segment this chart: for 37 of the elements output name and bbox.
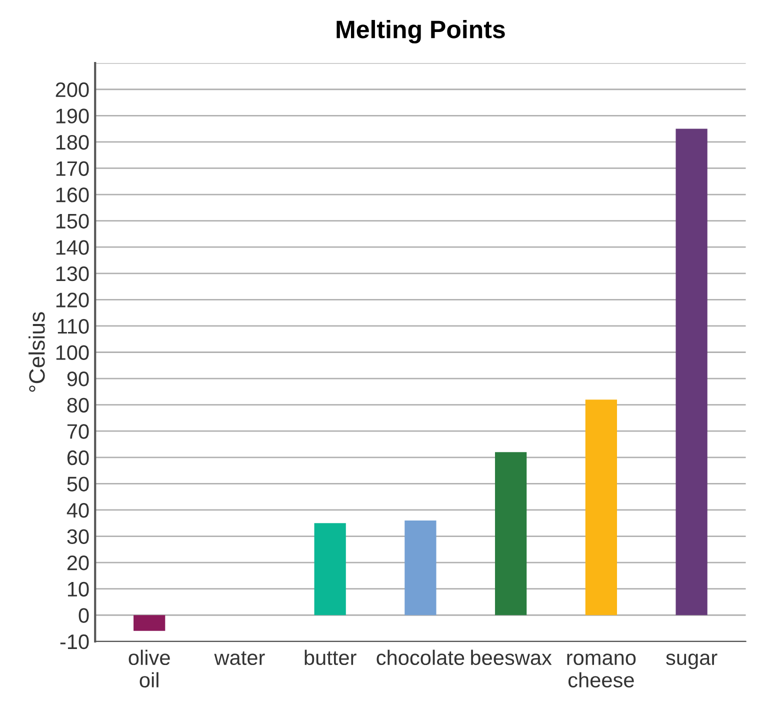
- x-tick-label: sugar: [666, 654, 718, 670]
- x-tick-label: romano cheese: [567, 654, 636, 688]
- y-tick-label: 200: [56, 82, 89, 98]
- bar: [495, 452, 527, 616]
- y-tick-label: 30: [67, 529, 89, 544]
- bar: [134, 615, 166, 631]
- bar: [676, 128, 708, 616]
- y-tick-label: 60: [67, 450, 89, 466]
- y-tick-label: 50: [67, 476, 89, 492]
- bar: [585, 400, 618, 616]
- y-tick-label: 190: [56, 108, 89, 124]
- y-tick-label: 90: [67, 372, 89, 386]
- x-tick-label: beeswax: [471, 650, 552, 666]
- y-tick-label: 170: [56, 161, 89, 176]
- y-tick-label: 70: [67, 424, 89, 439]
- bar: [314, 523, 346, 616]
- y-tick-label: 40: [66, 502, 89, 518]
- y-tick-label: 80: [67, 398, 89, 413]
- x-tick-label: butter: [304, 650, 356, 666]
- x-tick-label: chocolate: [376, 650, 464, 666]
- y-tick-label: 120: [56, 292, 89, 308]
- y-axis-title: °Celsius: [28, 312, 45, 392]
- y-tick-label: 100: [56, 345, 89, 360]
- x-tick-label: olive oil: [128, 650, 170, 688]
- y-tick-label: 10: [68, 582, 89, 597]
- y-tick-label: 110: [58, 318, 89, 334]
- y-tick-label: 180: [56, 134, 89, 150]
- y-tick-label: 140: [56, 240, 89, 255]
- y-tick-label: 130: [56, 266, 89, 282]
- chart-title: Melting Points: [336, 20, 505, 44]
- y-tick-label: 20: [67, 556, 89, 570]
- y-tick-label: 160: [56, 188, 89, 202]
- bar: [404, 520, 436, 616]
- y-tick-label: 0: [78, 608, 89, 623]
- y-tick-label: -10: [60, 634, 89, 650]
- y-tick-label: 150: [56, 214, 89, 229]
- x-tick-label: water: [214, 651, 265, 666]
